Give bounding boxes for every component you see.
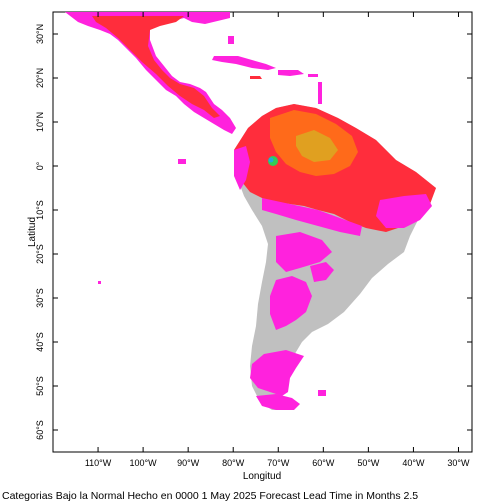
- lat-tick-label: 10°N: [35, 112, 45, 132]
- lat-tick-label: 30°S: [35, 288, 45, 308]
- bahamas-islands: [228, 36, 234, 44]
- lon-tick-label: 90°W: [177, 458, 200, 468]
- lat-tick-label: 60°S: [35, 420, 45, 440]
- anomaly-cyan: [268, 157, 274, 163]
- y-axis-title: Latitud: [27, 217, 38, 247]
- mexico-red-core: [92, 16, 220, 118]
- lat-tick-label: 50°S: [35, 376, 45, 396]
- patagonia-magenta: [250, 350, 304, 396]
- lon-tick-label: 70°W: [267, 458, 290, 468]
- lat-tick-label: 0°: [35, 161, 45, 170]
- lon-tick-group: 110°W 100°W 90°W 80°W 70°W 60°W 50°W 40°W 30°W: [85, 12, 470, 468]
- lat-tick-label: 20°S: [35, 244, 45, 264]
- cuba-island: [212, 56, 276, 70]
- magenta-patch-chaco: [276, 232, 332, 272]
- pacific-speck: [98, 281, 101, 284]
- lon-tick-label: 50°W: [357, 458, 380, 468]
- magenta-fringe-east: [376, 194, 432, 228]
- map-caption: Categorias Bajo la Normal Hecho en 0000 …: [2, 490, 418, 502]
- lon-tick-label: 80°W: [222, 458, 245, 468]
- magenta-patch-pampa: [310, 262, 334, 282]
- lat-tick-group: 30°N 20°N 10°N 0° 10°S 20°S 30°S 40°S 50°S 60°S: [35, 24, 472, 440]
- galapagos-island: [178, 159, 186, 164]
- lat-tick-label: 10°S: [35, 200, 45, 220]
- lon-tick-label: 30°W: [447, 458, 470, 468]
- x-axis-title: Longitud: [243, 471, 281, 482]
- lat-tick-label: 30°N: [35, 24, 45, 44]
- lon-tick-label: 40°W: [402, 458, 425, 468]
- puerto-rico-island: [308, 74, 318, 77]
- magenta-patch-south: [270, 276, 312, 330]
- lesser-antilles: [318, 82, 322, 104]
- lon-tick-label: 110°W: [85, 458, 112, 468]
- falklands-island: [318, 390, 326, 396]
- tierra-del-fuego-magenta: [256, 394, 300, 410]
- lat-tick-label: 20°N: [35, 68, 45, 88]
- hispaniola-island: [278, 70, 304, 76]
- lat-tick-label: 40°S: [35, 332, 45, 352]
- jamaica-island: [250, 76, 262, 79]
- magenta-band-south-amazon: [262, 198, 362, 236]
- magenta-fringe-west: [234, 146, 250, 190]
- lon-tick-label: 100°W: [130, 458, 158, 468]
- yellow-core-region: [296, 130, 338, 162]
- lon-tick-label: 60°W: [312, 458, 335, 468]
- map-layer: [65, 12, 436, 410]
